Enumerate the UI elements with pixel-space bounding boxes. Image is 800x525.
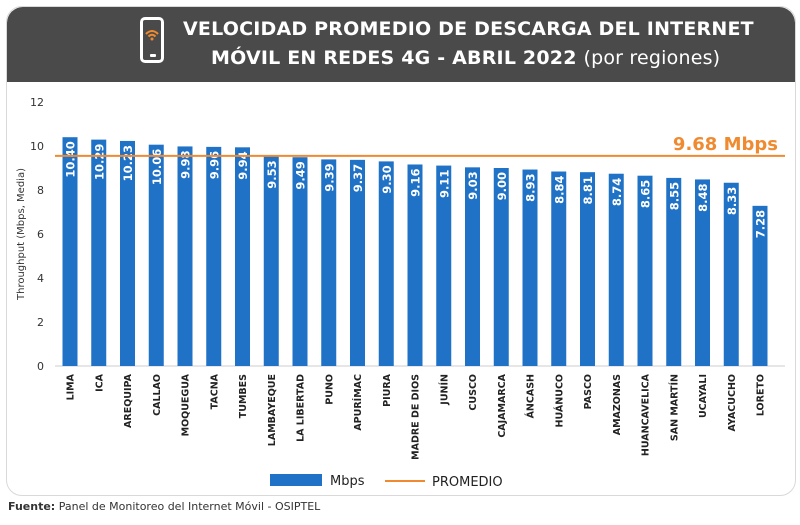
data-label: 10.29	[92, 144, 106, 180]
bar	[177, 146, 193, 366]
bar	[580, 172, 595, 366]
chart-header: VELOCIDAD PROMEDIO DE DESCARGA DEL INTER…	[7, 7, 795, 82]
bar	[465, 167, 480, 366]
category-label: LA LIBERTAD	[296, 374, 307, 442]
category-label: HUANCAVELICA	[641, 373, 652, 456]
bar	[723, 182, 739, 366]
source-note: Fuente: Panel de Monitoreo del Internet …	[8, 500, 320, 513]
chart-title-line2-main: MÓVIL EN REDES 4G - ABRIL 2022	[211, 47, 577, 69]
category-label: AMAZONAS	[612, 374, 623, 435]
y-tick-label: 2	[37, 316, 44, 329]
data-label: 9.98	[179, 150, 193, 178]
data-label: 9.00	[495, 172, 509, 200]
data-label: 9.30	[380, 165, 394, 193]
data-label: 10.06	[150, 149, 164, 185]
bar	[292, 157, 308, 366]
source-label: Fuente:	[8, 500, 56, 513]
category-label: LAMBAYEQUE	[267, 374, 278, 446]
data-label: 9.16	[409, 168, 423, 196]
y-axis-label: Throughput (Mbps, Media)	[16, 168, 27, 301]
mobile-wifi-icon	[140, 17, 164, 63]
average-label: 9.68 Mbps	[673, 134, 778, 155]
category-label: HUÁNUCO	[553, 374, 565, 427]
bar	[120, 140, 135, 366]
category-label: JUNÍN	[438, 374, 450, 406]
legend-label-promedio: PROMEDIO	[432, 475, 503, 490]
bar	[148, 144, 164, 366]
bar	[522, 169, 538, 366]
source-text: Panel de Monitoreo del Internet Móvil - …	[58, 500, 321, 513]
y-tick-label: 10	[30, 140, 44, 153]
data-label: 9.94	[236, 151, 250, 179]
bar	[263, 156, 279, 366]
category-label: PASCO	[583, 374, 594, 409]
category-label: SAN MARTÍN	[668, 374, 680, 441]
bar	[493, 168, 509, 366]
data-label: 8.33	[725, 187, 739, 215]
y-tick-label: 6	[37, 228, 44, 241]
category-label: APURÍMAC	[352, 374, 364, 431]
y-tick-label: 12	[30, 96, 44, 109]
chart-title-suffix: (por regiones)	[583, 47, 721, 69]
bar	[235, 147, 250, 366]
category-label: CUSCO	[468, 374, 479, 411]
bar	[407, 164, 423, 366]
data-label: 9.11	[437, 170, 451, 198]
category-label: MADRE DE DIOS	[411, 374, 422, 460]
data-label: 10.40	[64, 141, 78, 177]
chart-title-line1: VELOCIDAD PROMEDIO DE DESCARGA DEL INTER…	[183, 18, 754, 40]
category-label: CAJAMARCA	[497, 373, 508, 437]
bar	[206, 146, 222, 366]
legend-label-mbps: Mbps	[330, 474, 365, 489]
category-label: MOQUEGUA	[181, 373, 192, 436]
bar	[62, 137, 78, 366]
category-label: AREQUIPA	[123, 373, 134, 428]
data-label: 9.53	[265, 160, 279, 188]
data-label: 9.39	[322, 163, 336, 191]
data-label: 8.84	[552, 176, 566, 204]
data-label: 7.28	[754, 210, 768, 238]
category-label: ÁNCASH	[525, 374, 537, 418]
category-label: TACNA	[209, 373, 220, 409]
bar	[752, 205, 768, 366]
data-label: 8.65	[639, 180, 653, 208]
bar	[378, 161, 394, 366]
bar	[637, 175, 653, 366]
category-label: PUNO	[324, 374, 335, 405]
bar	[608, 173, 624, 366]
data-label: 8.93	[524, 174, 538, 202]
bar	[321, 159, 337, 366]
chart-card: VELOCIDAD PROMEDIO DE DESCARGA DEL INTER…	[6, 6, 796, 496]
bar	[91, 139, 107, 366]
data-label: 9.37	[351, 164, 365, 192]
category-label: CALLAO	[152, 374, 163, 416]
legend-swatch-mbps	[270, 474, 322, 486]
data-label: 8.48	[696, 183, 710, 211]
data-label: 8.81	[581, 176, 595, 204]
category-label: PIURA	[382, 373, 393, 407]
data-label: 10.23	[121, 145, 135, 181]
category-label: UCAYALI	[698, 374, 709, 418]
bar	[436, 165, 452, 366]
bar	[350, 159, 365, 366]
y-tick-label: 0	[37, 360, 44, 373]
chart-title-line2: MÓVIL EN REDES 4G - ABRIL 2022 (por regi…	[211, 47, 720, 69]
category-label: LORETO	[756, 374, 767, 416]
y-tick-label: 4	[37, 272, 44, 285]
data-label: 8.55	[667, 182, 681, 210]
category-label: TUMBES	[238, 374, 249, 418]
category-label: AYACUCHO	[727, 374, 738, 431]
category-label: ICA	[94, 373, 105, 392]
bar	[551, 171, 567, 366]
y-tick-label: 8	[37, 184, 44, 197]
data-label: 9.49	[294, 161, 308, 189]
data-label: 8.74	[610, 178, 624, 206]
data-label: 9.96	[207, 151, 221, 179]
bar	[666, 177, 682, 366]
bar	[695, 179, 710, 366]
category-label: LIMA	[66, 373, 77, 400]
data-label: 9.03	[466, 171, 480, 199]
